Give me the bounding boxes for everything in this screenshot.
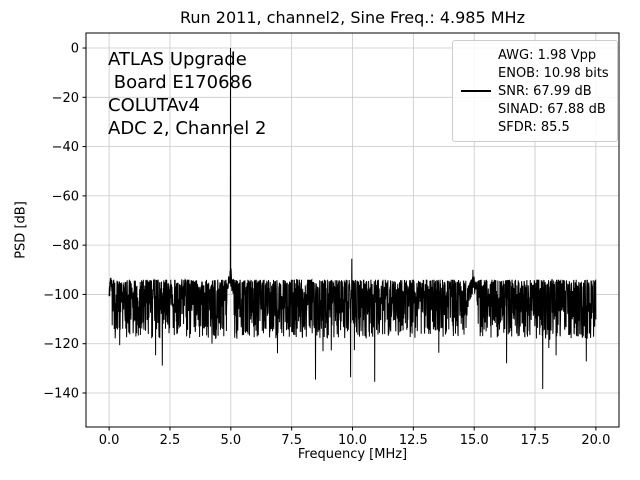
legend-line-handle [461, 90, 491, 92]
legend-entry: SFDR: 85.5 [461, 118, 609, 136]
y-tick-label: −40 [52, 140, 79, 155]
legend-entry: ENOB: 10.98 bits [461, 64, 609, 82]
x-tick-label: 12.5 [399, 433, 428, 448]
legend-entry: SNR: 67.99 dB [461, 82, 609, 100]
x-tick-label: 17.5 [521, 433, 550, 448]
legend-entry-label: ENOB: 10.98 bits [498, 65, 609, 81]
legend: AWG: 1.98 Vpp ENOB: 10.98 bits SNR: 67.99 … [452, 40, 618, 142]
legend-entry-label: SFDR: 85.5 [498, 119, 570, 135]
psd-trace [108, 47, 597, 390]
legend-entry: AWG: 1.98 Vpp [461, 46, 609, 64]
x-tick-label: 20.0 [581, 433, 610, 448]
y-tick-label: −120 [43, 337, 79, 352]
legend-entry: SINAD: 67.88 dB [461, 100, 609, 118]
chart-title: Run 2011, channel2, Sine Freq.: 4.985 MH… [180, 8, 525, 27]
legend-entry-label: SINAD: 67.88 dB [498, 101, 606, 117]
x-axis-label: Frequency [MHz] [297, 447, 408, 462]
x-tick-label: 5.0 [220, 433, 241, 448]
x-tick-label: 0.0 [99, 433, 120, 448]
y-tick-label: −60 [52, 189, 79, 204]
y-axis-label: PSD [dB] [13, 201, 29, 259]
x-tick-label: 10.0 [338, 433, 367, 448]
x-tick-label: 15.0 [460, 433, 489, 448]
y-tick-label: −140 [43, 386, 79, 401]
y-tick-label: −20 [52, 91, 79, 106]
y-tick-label: −80 [52, 239, 79, 254]
annotation-line: ADC 2, Channel 2 [108, 118, 267, 139]
annotation-line: Board E170686 [108, 72, 253, 93]
x-tick-label: 2.5 [160, 433, 181, 448]
annotation-text: ATLAS Upgrade Board E170686 COLUTAv4 ADC 2… [108, 48, 266, 140]
annotation-line: COLUTAv4 [108, 95, 201, 116]
annotation-line: ATLAS Upgrade [108, 49, 247, 70]
legend-entry-label: SNR: 67.99 dB [498, 83, 592, 99]
y-tick-label: 0 [71, 42, 79, 57]
legend-entry-label: AWG: 1.98 Vpp [498, 47, 597, 63]
x-tick-label: 7.5 [281, 433, 302, 448]
y-tick-label: −100 [43, 288, 79, 303]
